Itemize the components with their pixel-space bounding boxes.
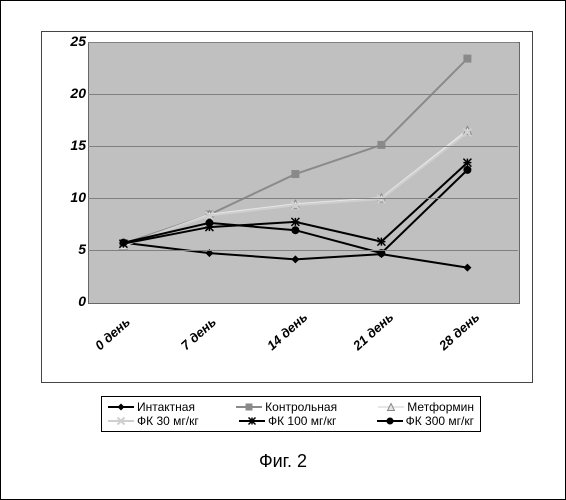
plot-area [88, 42, 520, 304]
legend-swatch [236, 401, 262, 413]
x-tick-label: 28 день [436, 309, 482, 353]
legend-row-2: ФК 30 мг/кг ФК 100 мг/кг ФК 300 мг/кг [108, 414, 474, 428]
legend-label: Контрольная [265, 400, 337, 414]
legend-item: Метформин [378, 400, 474, 414]
chart-svg [89, 43, 519, 303]
x-tick-label: 14 день [264, 309, 310, 353]
legend-label: ФК 30 мг/кг [137, 414, 199, 428]
y-tick-label: 15 [46, 137, 86, 153]
legend-item: ФК 100 мг/кг [239, 414, 336, 428]
legend-label: Метформин [407, 400, 474, 414]
legend-swatch [108, 401, 134, 413]
legend-swatch [108, 415, 134, 427]
legend-swatch [377, 415, 403, 427]
legend-item: ФК 30 мг/кг [108, 414, 199, 428]
y-tick-label: 20 [46, 85, 86, 101]
legend-item: ФК 300 мг/кг [377, 414, 474, 428]
legend-label: ФК 100 мг/кг [268, 414, 336, 428]
legend-row-1: Интактная Контрольная Метформин [108, 400, 474, 414]
figure-caption: Фиг. 2 [1, 451, 565, 472]
x-tick-label: 21 день [350, 309, 396, 353]
legend-swatch [378, 401, 404, 413]
y-tick-label: 5 [46, 241, 86, 257]
y-tick-label: 0 [46, 293, 86, 309]
x-tick-label: 7 день [178, 314, 219, 353]
legend-label: ФК 300 мг/кг [406, 414, 474, 428]
legend-swatch [239, 415, 265, 427]
legend-item: Интактная [108, 400, 195, 414]
y-tick-label: 10 [46, 189, 86, 205]
x-tick-label: 0 день [92, 314, 133, 353]
legend: Интактная Контрольная Метформин ФК 30 мг/к… [101, 396, 481, 432]
chart-outer: 0 5 10 15 20 25 0 день 7 день 14 день 21 день 28 д… [41, 31, 533, 383]
y-tick-label: 25 [46, 33, 86, 49]
figure-frame: 0 5 10 15 20 25 0 день 7 день 14 день 21 день 28 д… [0, 0, 566, 500]
legend-item: Контрольная [236, 400, 337, 414]
legend-label: Интактная [137, 400, 195, 414]
